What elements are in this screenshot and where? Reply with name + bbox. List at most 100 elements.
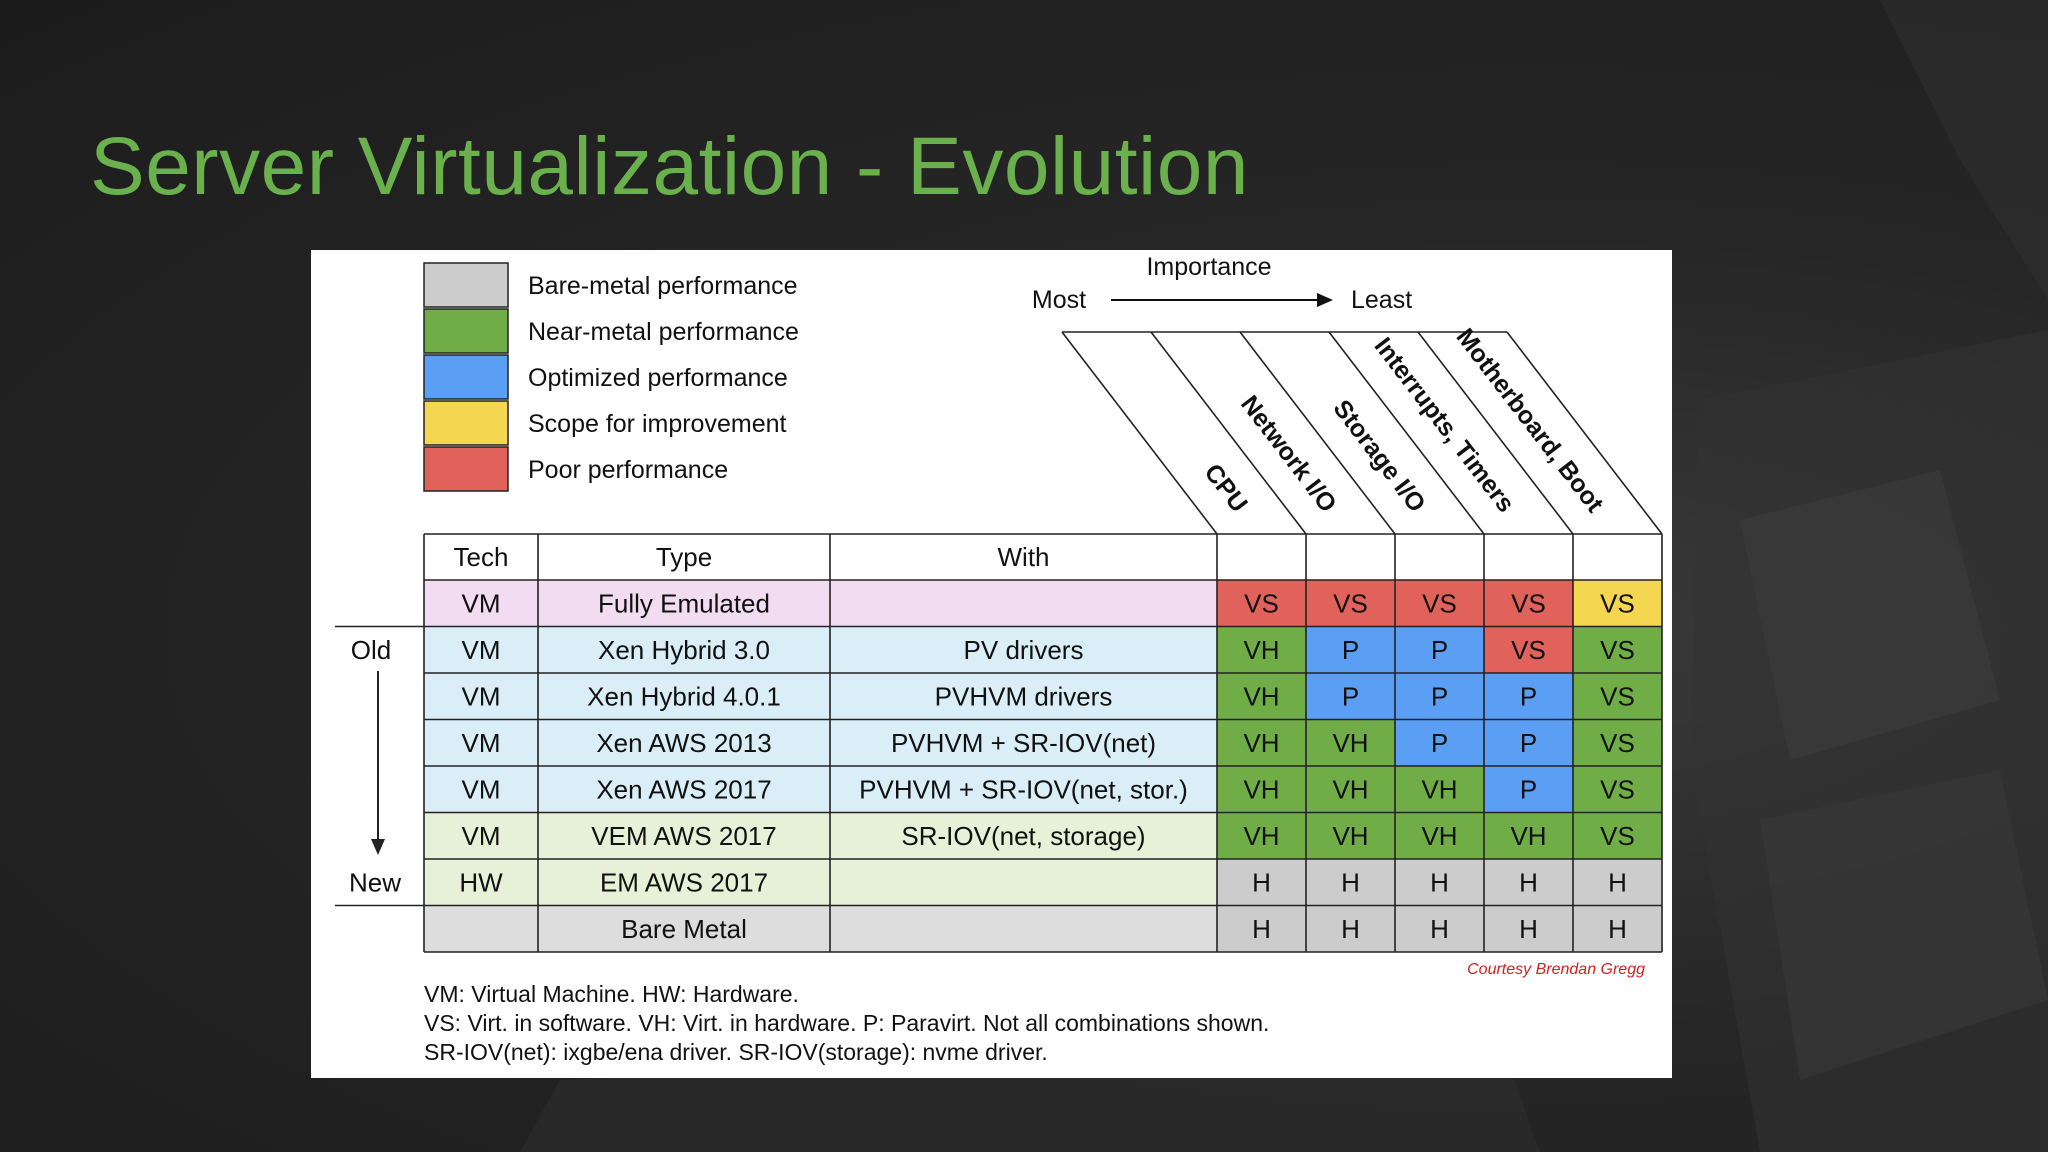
support-cell-label: VS <box>1244 588 1279 618</box>
support-cell <box>1306 905 1395 952</box>
support-cell-label: VS <box>1511 588 1546 618</box>
support-cell <box>1573 580 1662 627</box>
support-cell-label: H <box>1519 867 1538 897</box>
legend-label: Bare-metal performance <box>528 272 798 300</box>
support-cell-label: VH <box>1332 821 1368 851</box>
support-cell-label: H <box>1341 914 1360 944</box>
support-cell <box>1395 766 1484 813</box>
tech-cell: VM <box>462 635 501 665</box>
support-cell-label: VS <box>1600 728 1635 758</box>
support-cell-label: VH <box>1243 821 1279 851</box>
support-cell <box>1484 812 1573 859</box>
support-cell <box>1306 580 1395 627</box>
support-cell <box>1484 580 1573 627</box>
support-cell <box>1217 673 1306 720</box>
table-row <box>424 905 1217 952</box>
support-cell <box>1217 580 1306 627</box>
support-cell-label: P <box>1431 681 1448 711</box>
support-cell <box>1484 673 1573 720</box>
type-cell: Fully Emulated <box>598 588 770 618</box>
support-cell-label: H <box>1608 867 1627 897</box>
tech-cell: HW <box>459 867 503 897</box>
legend-swatch <box>423 308 509 354</box>
support-cell <box>1484 859 1573 906</box>
header-divider <box>1328 331 1485 535</box>
support-cell-label: VS <box>1511 635 1546 665</box>
support-cell-label: VS <box>1600 681 1635 711</box>
header-divider <box>1506 331 1663 535</box>
virtualization-figure: Bare-metal performance Near-metal perform… <box>311 250 1672 1078</box>
legend-label: Poor performance <box>528 456 728 484</box>
support-cell <box>1395 812 1484 859</box>
comparison-table: VM Fully Emulated VS VS VS VS VS VM Xen Hybrid 3… <box>423 533 1663 953</box>
support-cell <box>1395 719 1484 766</box>
importance-title: Importance <box>1146 253 1271 281</box>
timeline-old-label: Old <box>351 635 391 665</box>
with-cell: SR-IOV(net, storage) <box>901 821 1145 851</box>
importance-arrow-head <box>1317 293 1333 307</box>
support-cell <box>1306 812 1395 859</box>
type-cell: Xen Hybrid 3.0 <box>598 635 770 665</box>
support-cell-label: H <box>1430 867 1449 897</box>
type-cell: Bare Metal <box>621 914 747 944</box>
footnote-line: VS: Virt. in software. VH: Virt. in hard… <box>424 1010 1269 1036</box>
support-cell <box>1395 626 1484 673</box>
support-cell <box>1306 673 1395 720</box>
header-divider <box>1061 331 1218 535</box>
support-cell-label: VS <box>1600 821 1635 851</box>
legend-swatch <box>423 262 509 308</box>
support-cell <box>1573 859 1662 906</box>
legend-swatch <box>423 400 509 446</box>
table-row <box>424 859 1217 906</box>
header-divider <box>1239 331 1396 535</box>
tech-cell: VM <box>462 774 501 804</box>
support-cell-label: H <box>1519 914 1538 944</box>
legend-label: Near-metal performance <box>528 318 799 346</box>
virtualization-table-diagram: Bare-metal performance Near-metal perform… <box>335 253 1663 1065</box>
slide-title: Server Virtualization - Evolution <box>90 121 1249 212</box>
support-cell <box>1306 626 1395 673</box>
with-cell: PVHVM drivers <box>935 681 1113 711</box>
support-cell <box>1306 719 1395 766</box>
support-cell-label: VH <box>1332 774 1368 804</box>
support-cell-label: P <box>1520 728 1537 758</box>
support-cell-label: H <box>1608 914 1627 944</box>
support-cell <box>1395 673 1484 720</box>
support-cell <box>1395 859 1484 906</box>
support-cell-label: VH <box>1243 681 1279 711</box>
table-row <box>424 719 1217 766</box>
table-row <box>424 626 1217 673</box>
footnotes: Courtesy Brendan Gregg VM: Virtual Machin… <box>424 961 1645 1065</box>
support-cell <box>1484 719 1573 766</box>
type-cell: Xen Hybrid 4.0.1 <box>587 681 781 711</box>
timeline: Old New <box>335 625 424 907</box>
support-cell-label: P <box>1520 681 1537 711</box>
support-cell-label: VH <box>1243 728 1279 758</box>
legend-swatch <box>423 354 509 400</box>
support-cell <box>1573 719 1662 766</box>
support-cell-label: VS <box>1333 588 1368 618</box>
support-cell-label: P <box>1431 635 1448 665</box>
support-cell <box>1217 905 1306 952</box>
with-cell: PVHVM + SR-IOV(net) <box>891 728 1156 758</box>
support-cell-label: VH <box>1332 728 1368 758</box>
table-row <box>424 673 1217 720</box>
header-with: With <box>998 542 1050 572</box>
support-cell-label: VH <box>1243 774 1279 804</box>
support-cell-label: VH <box>1421 774 1457 804</box>
support-cell <box>1306 859 1395 906</box>
footnote-line: VM: Virtual Machine. HW: Hardware. <box>424 981 799 1007</box>
support-cell-label: P <box>1342 635 1359 665</box>
support-cell <box>1217 859 1306 906</box>
support-cell-label: H <box>1252 914 1271 944</box>
type-cell: EM AWS 2017 <box>600 867 768 897</box>
tech-cell: VM <box>462 728 501 758</box>
legend-label: Scope for improvement <box>528 410 787 438</box>
support-cell <box>1395 580 1484 627</box>
legend-swatch <box>423 446 509 492</box>
support-cell <box>1573 626 1662 673</box>
support-cell-label: H <box>1341 867 1360 897</box>
legend-label: Optimized performance <box>528 364 788 392</box>
